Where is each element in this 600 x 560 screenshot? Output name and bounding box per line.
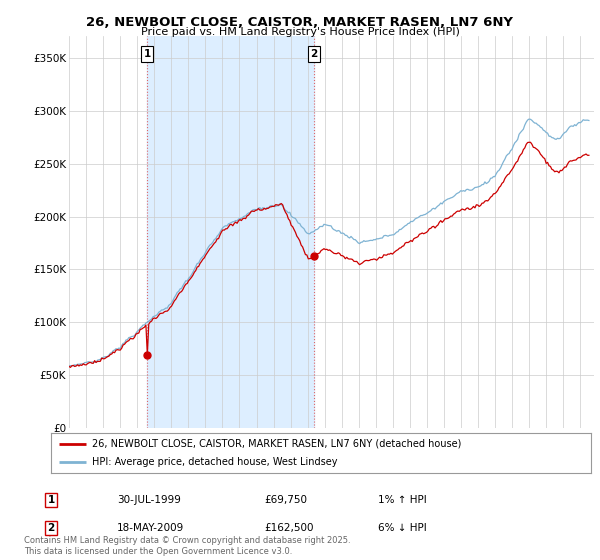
Text: 30-JUL-1999: 30-JUL-1999	[117, 495, 181, 505]
Text: 2: 2	[310, 49, 318, 59]
Text: 18-MAY-2009: 18-MAY-2009	[117, 523, 184, 533]
Text: 1% ↑ HPI: 1% ↑ HPI	[378, 495, 427, 505]
Bar	[147, 36, 314, 428]
Text: 1: 1	[47, 495, 55, 505]
Text: 26, NEWBOLT CLOSE, CAISTOR, MARKET RASEN, LN7 6NY: 26, NEWBOLT CLOSE, CAISTOR, MARKET RASEN…	[86, 16, 514, 29]
Text: 2: 2	[47, 523, 55, 533]
Text: HPI: Average price, detached house, West Lindsey: HPI: Average price, detached house, West…	[91, 458, 337, 467]
Text: Contains HM Land Registry data © Crown copyright and database right 2025.
This d: Contains HM Land Registry data © Crown c…	[24, 536, 350, 556]
Text: 6% ↓ HPI: 6% ↓ HPI	[378, 523, 427, 533]
Text: Price paid vs. HM Land Registry's House Price Index (HPI): Price paid vs. HM Land Registry's House …	[140, 27, 460, 37]
Text: 1: 1	[143, 49, 151, 59]
Text: £69,750: £69,750	[264, 495, 307, 505]
Text: 26, NEWBOLT CLOSE, CAISTOR, MARKET RASEN, LN7 6NY (detached house): 26, NEWBOLT CLOSE, CAISTOR, MARKET RASEN…	[91, 439, 461, 449]
Text: £162,500: £162,500	[264, 523, 314, 533]
